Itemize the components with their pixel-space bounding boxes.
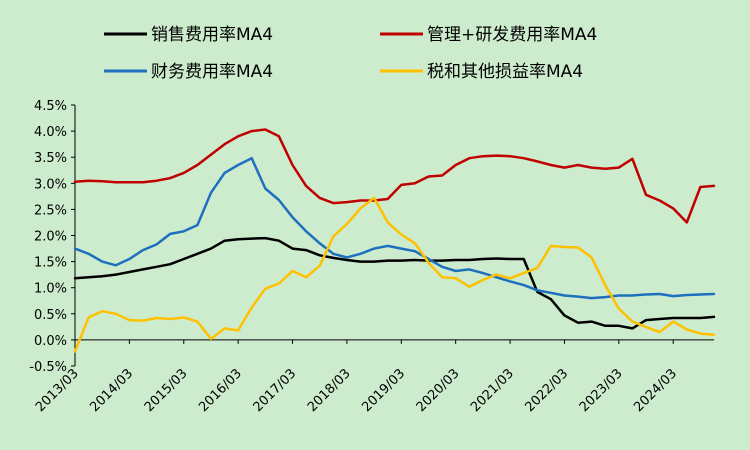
legend-item-sales: 销售费用率MA4 <box>104 25 273 45</box>
legend-item-admin-rd: 管理+研发费用率MA4 <box>380 25 597 45</box>
legend-label-finance: 财务费用率MA4 <box>151 62 273 82</box>
y-tick-label: 0.0% <box>34 334 67 349</box>
legend-label-sales: 销售费用率MA4 <box>151 25 273 45</box>
series-line-sales <box>73 236 716 330</box>
x-tick-label: 2014/03 <box>87 366 136 415</box>
y-tick-label: 4.5% <box>34 99 67 114</box>
x-tick-label: 2015/03 <box>142 366 191 415</box>
y-tick-label: 0.5% <box>34 308 67 323</box>
x-tick-label: 2019/03 <box>359 366 408 415</box>
series-line-finance <box>73 156 716 300</box>
series-line-tax-other <box>73 196 716 353</box>
legend-label-admin-rd: 管理+研发费用率MA4 <box>427 25 597 45</box>
series-layer <box>73 128 716 353</box>
x-tick-label: 2017/03 <box>251 366 300 415</box>
y-tick-label: 3.5% <box>34 151 67 166</box>
y-tick-label: 1.0% <box>34 282 67 297</box>
x-tick-label: 2023/03 <box>577 366 626 415</box>
y-tick-label: -0.5% <box>29 360 67 375</box>
legend-item-tax-other: 税和其他损益率MA4 <box>380 62 583 82</box>
y-tick-label: 2.0% <box>34 230 67 245</box>
x-tick-label: 2020/03 <box>414 366 463 415</box>
y-tick-label: 2.5% <box>34 203 67 218</box>
x-tick-label: 2018/03 <box>305 366 354 415</box>
x-tick-label: 2024/03 <box>631 366 680 415</box>
y-tick-label: 3.0% <box>34 177 67 192</box>
x-tick-label: 2016/03 <box>196 366 245 415</box>
x-tick-label: 2022/03 <box>522 366 571 415</box>
x-tick-label: 2021/03 <box>468 366 517 415</box>
series-line-admin-rd <box>73 128 716 224</box>
legend: 销售费用率MA4 管理+研发费用率MA4 财务费用率MA4 税和其他损益率MA4 <box>104 25 597 82</box>
y-tick-label: 4.0% <box>34 125 67 140</box>
legend-label-tax-other: 税和其他损益率MA4 <box>427 62 583 82</box>
legend-item-finance: 财务费用率MA4 <box>104 62 273 82</box>
y-tick-label: 1.5% <box>34 256 67 271</box>
